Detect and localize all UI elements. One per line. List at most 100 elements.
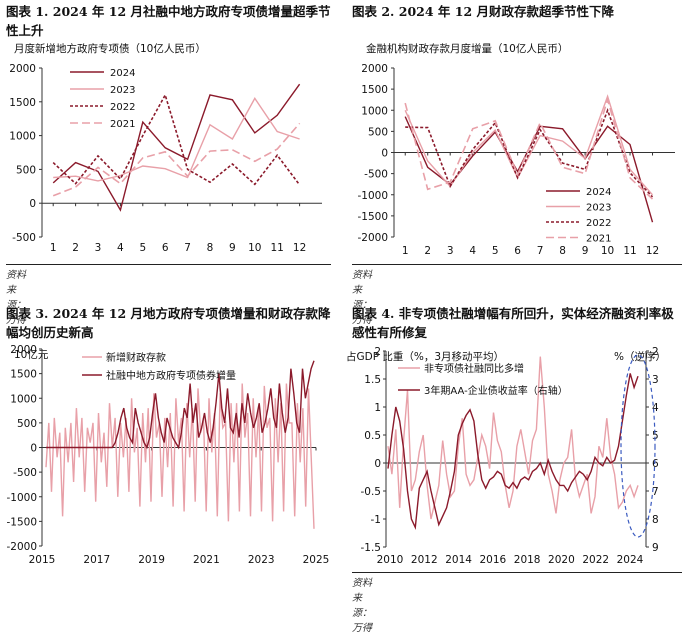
series-line-2021 (405, 100, 652, 199)
y-right-tick-label: 3 (652, 374, 659, 386)
y-left-tick-label: 1.5 (364, 374, 381, 386)
y-left-tick-label: 1 (374, 402, 381, 414)
y-tick-label: 0 (29, 198, 36, 210)
legend-label: 2022 (586, 218, 611, 229)
y-tick-label: -1000 (6, 492, 37, 504)
y-tick-label: 1500 (10, 369, 37, 381)
panel-3-title-line2: 幅均创历史新高 (6, 323, 344, 342)
x-tick-label: 4 (469, 245, 476, 257)
y-tick-label: 2000 (361, 63, 388, 75)
x-tick-label: 6 (514, 245, 521, 257)
x-tick-label: 10 (248, 242, 261, 254)
x-tick-label: 6 (162, 242, 169, 254)
x-tick-label: 10 (601, 245, 614, 257)
x-tick-label: 12 (646, 245, 659, 257)
x-tick-label: 5 (492, 245, 499, 257)
x-tick-label: 2 (424, 245, 431, 257)
series-line-2023 (405, 96, 652, 195)
series-line-2024 (53, 84, 299, 210)
panel-1-title-line2: 性上升 (6, 21, 344, 40)
series-line-2022 (53, 95, 299, 185)
x-tick-label: 11 (623, 245, 636, 257)
x-tick-label: 2010 (377, 554, 404, 566)
x-tick-label: 2020 (548, 554, 575, 566)
panel-4-title: 图表 4. 非专项债社融增幅有所回升，实体经济融资利率极 感性有所修复 (352, 304, 690, 342)
y-tick-label: 0 (381, 148, 388, 160)
panel-2-chart: 金融机构财政存款月度增量（10亿人民币）-2000-1500-1000-5000… (346, 40, 691, 264)
legend-label: 2024 (110, 68, 135, 79)
y-left-tick-label: -1 (371, 514, 381, 526)
x-tick-label: 2017 (83, 554, 110, 566)
y-left-tick-label: -1.5 (361, 542, 382, 554)
x-tick-label: 2018 (514, 554, 541, 566)
y-left-label: 占GDP 比重（%，3月移动平均） (346, 350, 504, 363)
x-tick-label: 2024 (617, 554, 644, 566)
highlight-ellipse (621, 355, 655, 537)
x-tick-label: 2019 (138, 554, 165, 566)
panel-1-chart: 月度新增地方政府专项债（10亿人民币）-50005001000150020001… (0, 40, 340, 264)
x-tick-label: 4 (117, 242, 124, 254)
x-tick-label: 11 (271, 242, 284, 254)
x-tick-label: 3 (447, 245, 454, 257)
y-tick-label: 2000 (10, 344, 37, 356)
x-tick-label: 5 (139, 242, 146, 254)
legend-label: 2023 (110, 85, 135, 96)
x-tick-label: 7 (537, 245, 544, 257)
y-tick-label: 2000 (9, 63, 36, 75)
y-tick-label: -2000 (357, 232, 388, 244)
series-line-0 (388, 357, 638, 519)
legend-label: 非专项债社融同比多增 (424, 362, 524, 375)
x-tick-label: 2012 (411, 554, 438, 566)
legend-label: 2021 (110, 119, 135, 130)
y-tick-label: -2000 (6, 541, 37, 553)
legend-label: 2023 (586, 203, 611, 214)
panel-4-title-line1: 图表 4. 非专项债社融增幅有所回升，实体经济融资利率极 (352, 304, 690, 323)
legend-label: 2024 (586, 187, 611, 198)
panel-2-rule (352, 264, 682, 265)
y-axis-label: 月度新增地方政府专项债（10亿人民币） (14, 42, 206, 55)
panel-4-title-line2: 感性有所修复 (352, 323, 690, 342)
y-right-tick-label: 6 (652, 458, 659, 470)
panel-3-chart: 10亿元-2000-1500-1000-50005001000150020002… (0, 341, 340, 571)
x-tick-label: 9 (229, 242, 236, 254)
x-tick-label: 3 (95, 242, 102, 254)
y-left-tick-label: -0.5 (361, 486, 382, 498)
panel-3-title-line1: 图表 3. 2024 年 12 月地方政府专项债增量和财政存款降 (6, 304, 344, 323)
x-tick-label: 8 (207, 242, 214, 254)
x-tick-label: 8 (559, 245, 566, 257)
y-tick-label: 1000 (9, 131, 36, 143)
x-tick-label: 7 (184, 242, 191, 254)
y-tick-label: 500 (17, 418, 37, 430)
y-tick-label: 1000 (10, 393, 37, 405)
y-left-tick-label: 0.5 (364, 430, 381, 442)
x-tick-label: 12 (293, 242, 306, 254)
legend-label: 2021 (586, 234, 611, 245)
legend-label: 2022 (110, 102, 135, 113)
legend-label: 社融中地方政府专项债券增量 (106, 369, 236, 382)
panel-2-title-line1: 图表 2. 2024 年 12 月财政存款超季节性下降 (352, 2, 690, 21)
y-right-tick-label: 2 (652, 346, 659, 358)
y-tick-label: -500 (13, 467, 37, 479)
panel-4-chart: 占GDP 比重（%，3月移动平均）%（逆序）-1.5-1-0.500.511.5… (346, 341, 691, 571)
y-tick-label: 0 (30, 443, 37, 455)
panel-4-rule (352, 572, 682, 573)
panel-1-title: 图表 1. 2024 年 12 月社融中地方政府专项债增量超季节 性上升 (6, 2, 344, 40)
x-tick-label: 2022 (582, 554, 609, 566)
series-line-0 (46, 384, 314, 529)
y-tick-label: 1500 (361, 84, 388, 96)
y-tick-label: 500 (368, 126, 388, 138)
series-line-2021 (53, 123, 299, 195)
x-tick-label: 2015 (29, 554, 56, 566)
y-tick-label: 1000 (361, 105, 388, 117)
y-tick-label: -500 (364, 169, 388, 181)
y-tick-label: -1500 (6, 516, 37, 528)
y-tick-label: 500 (16, 164, 36, 176)
y-right-tick-label: 8 (652, 514, 659, 526)
legend-label: 3年期AA-企业债收益率（右轴） (424, 384, 568, 397)
y-left-tick-label: 2 (374, 346, 381, 358)
y-tick-label: 1500 (9, 97, 36, 109)
x-tick-label: 9 (582, 245, 589, 257)
x-tick-label: 2023 (248, 554, 275, 566)
x-tick-label: 1 (50, 242, 57, 254)
x-tick-label: 2 (72, 242, 79, 254)
